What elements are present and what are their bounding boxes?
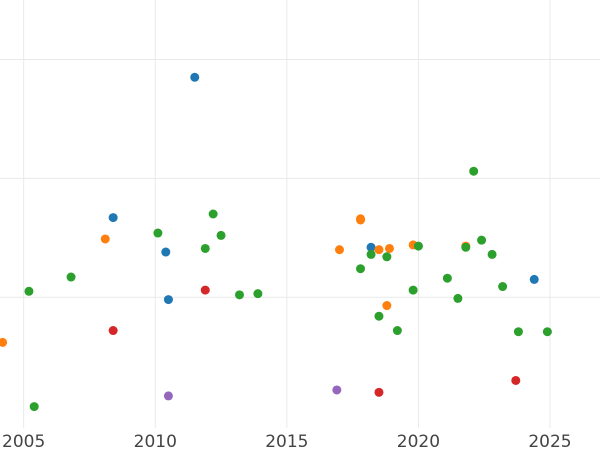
data-point-series-2	[382, 301, 392, 311]
data-point-series-2	[334, 245, 344, 255]
data-point-series-3	[153, 228, 163, 238]
data-point-series-3	[461, 242, 471, 252]
data-point-series-2	[100, 234, 110, 244]
x-tick-label: 2010	[134, 432, 177, 450]
data-point-series-3	[413, 241, 423, 251]
data-point-series-3	[453, 293, 463, 303]
x-tick-labels: 2005 2010 2015 2020 2025	[2, 432, 572, 450]
x-tick-label: 2005	[2, 432, 45, 450]
y-gridlines	[0, 58, 600, 298]
data-point-series-2	[0, 337, 8, 347]
data-point-series-4	[511, 375, 521, 385]
data-point-series-3	[442, 273, 452, 283]
data-points	[0, 72, 552, 412]
data-point-series-3	[513, 327, 523, 337]
data-point-series-5	[332, 385, 342, 395]
data-point-series-3	[216, 230, 226, 240]
data-point-series-3	[24, 286, 34, 296]
data-point-series-3	[29, 402, 39, 412]
data-point-series-3	[253, 289, 263, 299]
data-point-series-3	[356, 264, 366, 274]
data-point-series-3	[374, 311, 384, 321]
x-gridlines	[23, 0, 551, 428]
data-point-series-3	[487, 249, 497, 259]
data-point-series-3	[498, 282, 508, 292]
x-tick-label: 2025	[528, 432, 571, 450]
data-point-series-5	[163, 391, 173, 401]
data-point-series-3	[477, 235, 487, 245]
data-point-series-3	[542, 327, 552, 337]
data-point-series-1	[163, 295, 173, 305]
data-point-series-1	[366, 242, 376, 252]
data-point-series-3	[469, 166, 479, 176]
data-point-series-2	[374, 245, 384, 255]
data-point-series-1	[161, 247, 171, 257]
data-point-series-4	[108, 326, 118, 336]
data-point-series-3	[234, 290, 244, 300]
x-tick-label: 2020	[397, 432, 440, 450]
x-tick-label: 2015	[265, 432, 308, 450]
data-point-series-2	[384, 243, 394, 253]
data-point-series-3	[208, 209, 218, 219]
data-point-series-3	[200, 243, 210, 253]
data-point-series-3	[382, 252, 392, 262]
data-point-series-1	[529, 274, 539, 284]
data-point-series-3	[408, 285, 418, 295]
data-point-series-3	[392, 326, 402, 336]
data-point-series-4	[374, 387, 384, 397]
data-point-series-3	[366, 249, 376, 259]
data-point-series-4	[200, 285, 210, 295]
data-point-series-1	[108, 213, 118, 223]
data-point-series-3	[66, 272, 76, 282]
data-point-series-1	[190, 72, 200, 82]
data-point-series-2	[356, 215, 366, 225]
